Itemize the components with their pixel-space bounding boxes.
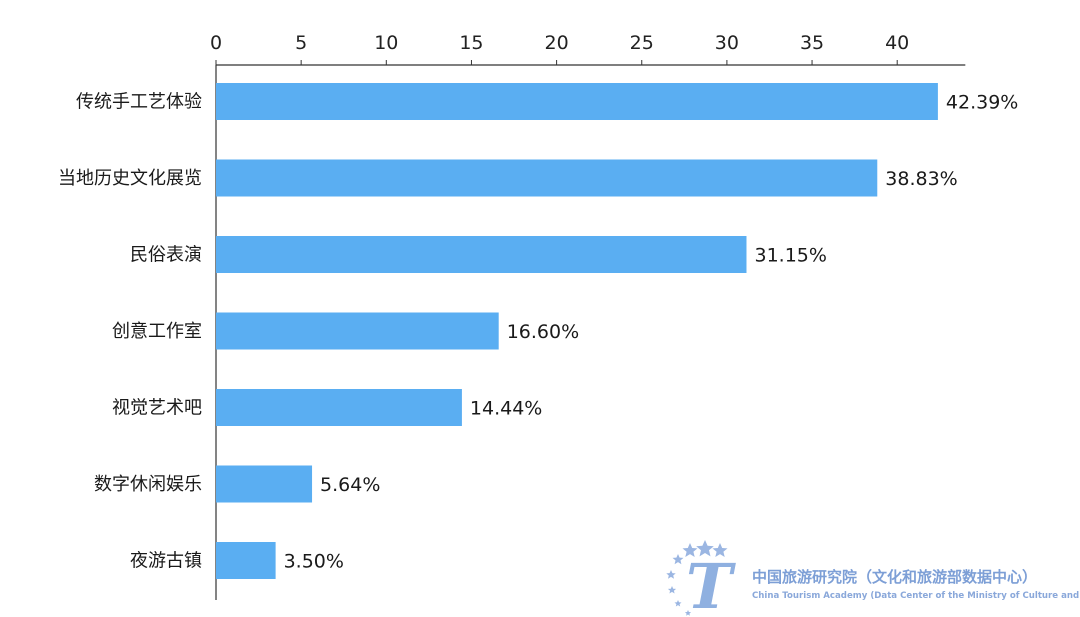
watermark-subtitle: China Tourism Academy (Data Center of th… xyxy=(752,591,1080,601)
star-icon xyxy=(672,554,684,565)
star-icon xyxy=(682,543,698,558)
bar xyxy=(216,236,747,273)
value-label: 31.15% xyxy=(754,245,826,267)
x-tick-label: 40 xyxy=(885,32,909,54)
value-label: 42.39% xyxy=(946,92,1018,114)
x-tick-label: 0 xyxy=(210,32,222,54)
value-label: 3.50% xyxy=(284,551,344,573)
value-label: 16.60% xyxy=(507,321,579,343)
category-label: 数字休闲娱乐 xyxy=(94,474,202,495)
star-icon xyxy=(674,600,682,607)
bar xyxy=(216,389,462,426)
bar xyxy=(216,83,938,120)
star-icon xyxy=(696,540,714,557)
bars xyxy=(216,83,938,579)
category-label: 视觉艺术吧 xyxy=(112,398,202,419)
x-tick-label: 15 xyxy=(459,32,483,54)
value-labels: 42.39% 38.83% 31.15% 16.60% 14.44% 5.64% 3.50% xyxy=(284,92,1019,573)
category-label: 当地历史文化展览 xyxy=(58,168,202,189)
bar xyxy=(216,542,276,579)
x-tick-label: 30 xyxy=(715,32,739,54)
logo-t-mark: T xyxy=(686,550,736,617)
watermark: T 中国旅游研究院（文化和旅游部数据中心） China Tourism Acad… xyxy=(666,540,1080,617)
star-icon xyxy=(667,586,677,594)
category-label: 民俗表演 xyxy=(130,245,202,266)
category-label: 夜游古镇 xyxy=(130,551,202,572)
category-label: 创意工作室 xyxy=(112,321,202,342)
watermark-title: 中国旅游研究院（文化和旅游部数据中心） xyxy=(752,568,1037,586)
bar xyxy=(216,312,499,350)
value-label: 5.64% xyxy=(320,474,380,496)
category-label: 传统手工艺体验 xyxy=(76,92,202,113)
x-tick-label: 10 xyxy=(374,32,398,54)
bar xyxy=(216,159,878,197)
star-icon xyxy=(712,543,728,558)
x-tick-label: 5 xyxy=(295,32,307,54)
value-label: 14.44% xyxy=(470,398,542,420)
value-label: 38.83% xyxy=(885,168,957,190)
logo-stars xyxy=(666,540,728,616)
axes: 0 5 10 15 20 25 30 35 40 xyxy=(210,32,966,600)
bar xyxy=(216,465,313,503)
x-tick-label: 25 xyxy=(630,32,654,54)
x-tick-label: 35 xyxy=(800,32,824,54)
x-tick-label: 20 xyxy=(545,32,569,54)
star-icon xyxy=(666,570,676,579)
x-ticks: 0 5 10 15 20 25 30 35 40 xyxy=(210,32,909,65)
star-icon xyxy=(684,610,692,616)
